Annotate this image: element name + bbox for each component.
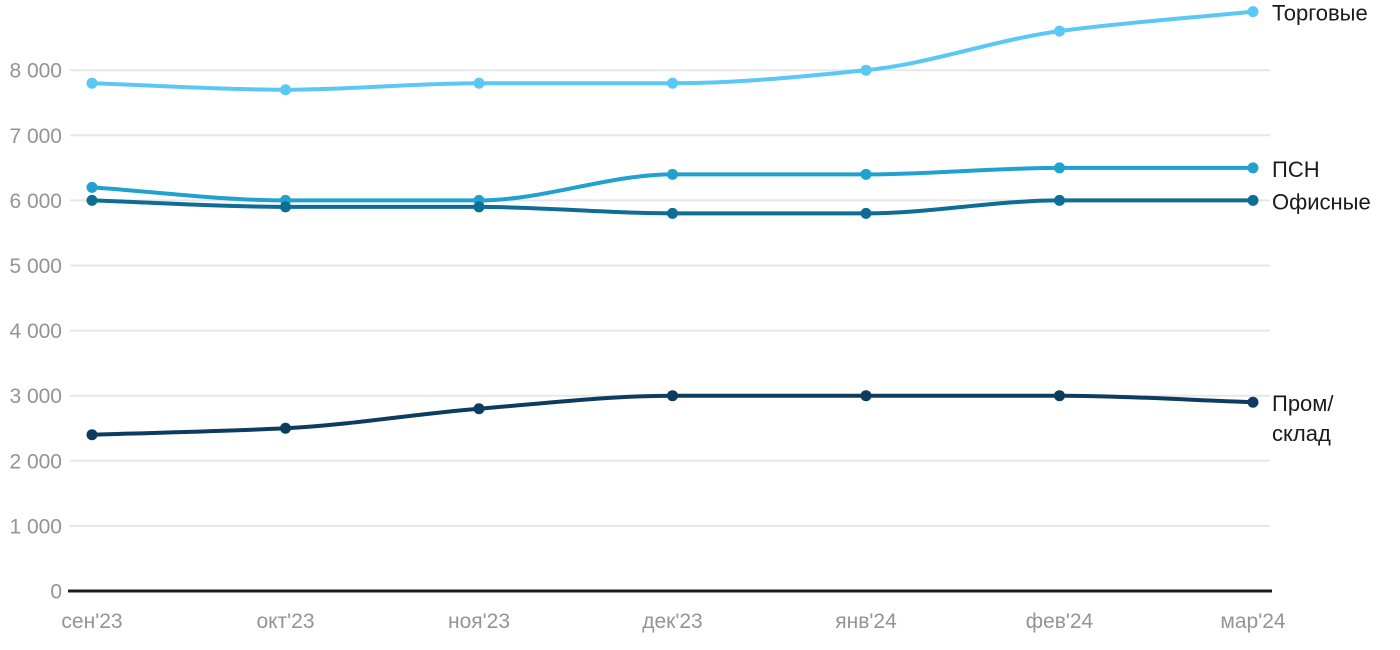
gridlines	[70, 69, 1270, 527]
y-axis-tick-label: 2 000	[9, 450, 62, 473]
data-point	[667, 390, 678, 402]
y-axis-tick-label: 8 000	[9, 60, 62, 83]
x-axis-tick-label: окт'23	[256, 610, 314, 633]
data-point	[860, 168, 872, 180]
data-point	[667, 168, 678, 180]
legend-label: Пром/склад	[1272, 391, 1334, 446]
data-point	[1247, 194, 1259, 206]
x-axis-tick-label: фев'24	[1026, 610, 1094, 633]
data-point	[1054, 194, 1065, 206]
x-axis-tick-label: ноя'23	[448, 610, 510, 633]
x-axis-tick-label: янв'24	[835, 610, 897, 633]
y-axis-tick-label: 5 000	[9, 255, 62, 278]
legend: Торговые ПСН Офисные Пром/склад	[1272, 1, 1371, 447]
data-point	[1054, 390, 1065, 402]
data-point	[1054, 162, 1065, 174]
data-point	[1054, 25, 1065, 37]
x-axis-tick-label: мар'24	[1220, 610, 1285, 633]
legend-label: ПСН	[1272, 157, 1320, 182]
data-point	[280, 84, 291, 96]
data-point	[1247, 162, 1259, 174]
data-point	[860, 207, 872, 219]
legend-label: Офисные	[1272, 189, 1371, 214]
data-point	[667, 207, 678, 219]
data-point	[280, 201, 291, 213]
series-line	[90, 393, 1255, 437]
y-axis-tick-label: 4 000	[9, 320, 62, 343]
data-point	[473, 403, 485, 415]
data-point	[1247, 396, 1259, 408]
y-axis-tick-label: 7 000	[9, 125, 62, 148]
y-axis-tick-label: 1 000	[9, 515, 62, 538]
series-4	[86, 390, 1259, 441]
x-axis-labels: сен'23 окт'23 ноя'23 дек'23 янв'24 фев'24 мар'…	[61, 610, 1285, 633]
data-point	[667, 77, 678, 89]
data-point	[860, 64, 872, 76]
data-point	[860, 390, 872, 402]
series-1	[86, 6, 1259, 96]
data-point	[86, 429, 98, 441]
series-3	[86, 194, 1259, 219]
data-point	[86, 194, 98, 206]
data-point	[473, 201, 485, 213]
data-point	[473, 77, 485, 89]
data-point	[1247, 6, 1259, 18]
x-axis-tick-label: дек'23	[642, 610, 703, 633]
y-axis-labels: 0 1 000 2 000 3 000 4 000 5 000 6 000 7 000 8 00…	[9, 60, 62, 604]
y-axis-tick-label: 3 000	[9, 385, 62, 408]
y-axis-tick-label: 0	[50, 581, 62, 604]
data-point	[280, 422, 291, 434]
x-axis-tick-label: сен'23	[61, 610, 122, 633]
data-point	[86, 181, 98, 193]
y-axis-tick-label: 6 000	[9, 190, 62, 213]
data-point	[86, 77, 98, 89]
legend-label: Торговые	[1272, 1, 1368, 26]
